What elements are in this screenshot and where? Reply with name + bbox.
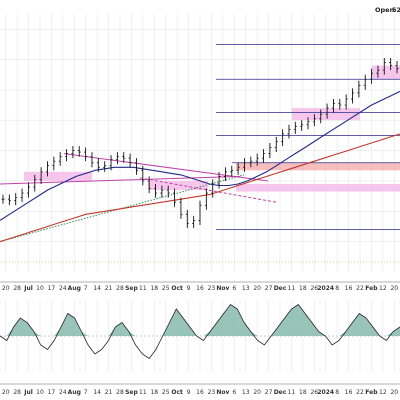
- open-label: Open: [375, 6, 395, 14]
- x-tick-label: 18: [299, 285, 307, 292]
- x-tick-label-osc: 28: [116, 389, 124, 396]
- x-tick-label: 10: [36, 285, 44, 292]
- x-tick-label: 16: [196, 285, 204, 292]
- x-tick-label: 11: [139, 285, 147, 292]
- zones: [24, 65, 400, 192]
- x-tick-label-osc: 22: [356, 389, 364, 396]
- x-tick-label-osc: 17: [48, 389, 56, 396]
- x-tick-label: 7: [84, 285, 88, 292]
- x-tick-label-osc: 23: [208, 389, 216, 396]
- x-tick-label: 13: [242, 285, 250, 292]
- x-tick-label: 20: [253, 285, 261, 292]
- x-tick-label-osc: 20: [2, 389, 10, 396]
- x-tick-label-osc: 26: [310, 389, 318, 396]
- x-tick-label-osc: Nov: [216, 389, 229, 396]
- x-tick-label-osc: 21: [105, 389, 113, 396]
- x-tick-label: Dec: [274, 285, 287, 292]
- x-tick-label-osc: 18: [150, 389, 158, 396]
- x-tick-label-osc: Aug: [68, 389, 81, 396]
- x-tick-label: 11: [288, 285, 296, 292]
- x-tick-label: 21: [105, 285, 113, 292]
- grid: [0, 14, 400, 385]
- zone-rect: [24, 171, 92, 181]
- x-tick-label-osc: Dec: [274, 389, 287, 396]
- horizontal-levels: [216, 43, 400, 230]
- x-tick-label: 28: [13, 285, 21, 292]
- x-tick-label: 27: [265, 285, 273, 292]
- x-tick-label: 24: [59, 285, 67, 292]
- x-tick-label-osc: 8: [335, 389, 339, 396]
- ma-short-line: [0, 90, 400, 221]
- x-tick-label: Jul: [23, 285, 33, 292]
- x-tick-label-osc: 9: [187, 389, 191, 396]
- x-tick-label: 17: [48, 285, 56, 292]
- x-tick-label-osc: 11: [288, 389, 296, 396]
- x-tick-label-osc: 28: [13, 389, 21, 396]
- x-tick-label: 18: [150, 285, 158, 292]
- x-tick-label-osc: 24: [59, 389, 67, 396]
- x-tick-label-osc: Jul: [23, 389, 33, 396]
- x-tick-label: 22: [356, 285, 364, 292]
- x-tick-label: 28: [116, 285, 124, 292]
- x-tick-label-osc: 16: [345, 389, 353, 396]
- x-tick-label-osc: 25: [162, 389, 170, 396]
- x-tick-label-osc: Sep: [125, 389, 138, 396]
- zone-rect: [372, 65, 400, 80]
- x-tick-label: 26: [310, 285, 318, 292]
- x-tick-label-osc: 27: [265, 389, 273, 396]
- x-tick-label-osc: Feb: [365, 389, 378, 396]
- x-tick-label: Oct: [171, 285, 183, 292]
- x-tick-label: 2024: [317, 285, 334, 292]
- x-tick-label: Sep: [125, 285, 138, 292]
- x-tick-label-osc: 6: [232, 389, 236, 396]
- x-axis-ticks: 20202828JulJul101017172424AugAug77141421…: [2, 285, 398, 396]
- header: Open 52: [375, 6, 400, 14]
- x-tick-label: Aug: [68, 285, 81, 292]
- x-tick-label: Nov: [216, 285, 229, 292]
- open-value: 52: [392, 6, 400, 14]
- x-tick-label: Feb: [365, 285, 378, 292]
- x-tick-label-osc: 18: [299, 389, 307, 396]
- ma-long-line: [0, 133, 400, 243]
- trendline: [0, 175, 241, 185]
- x-tick-label: 14: [93, 285, 101, 292]
- moving-averages: [0, 90, 400, 243]
- zone-rect: [236, 162, 400, 171]
- zone-rect: [148, 180, 208, 191]
- x-tick-label: 8: [335, 285, 339, 292]
- x-tick-label-osc: 12: [379, 389, 387, 396]
- trendline: [139, 177, 277, 203]
- x-tick-label-osc: 14: [93, 389, 101, 396]
- x-tick-label-osc: 10: [36, 389, 44, 396]
- x-tick-label-osc: 20: [253, 389, 261, 396]
- x-tick-label: 20: [390, 285, 398, 292]
- oscillator: [0, 303, 400, 360]
- x-tick-label: 12: [379, 285, 387, 292]
- x-tick-label: 9: [187, 285, 191, 292]
- x-tick-label: 25: [162, 285, 170, 292]
- x-tick-label-osc: 11: [139, 389, 147, 396]
- x-tick-label-osc: 16: [196, 389, 204, 396]
- x-tick-label: 23: [208, 285, 216, 292]
- x-tick-label-osc: Oct: [171, 389, 183, 396]
- x-tick-label: 6: [232, 285, 236, 292]
- x-tick-label-osc: 20: [390, 389, 398, 396]
- x-tick-label: 20: [2, 285, 10, 292]
- x-tick-label-osc: 13: [242, 389, 250, 396]
- x-tick-label-osc: 2024: [317, 389, 334, 396]
- osc-area: [0, 304, 400, 336]
- price-bars: [1, 58, 399, 228]
- x-tick-label: 16: [345, 285, 353, 292]
- osc-line: [0, 303, 400, 360]
- zone-rect: [236, 183, 400, 192]
- x-tick-label-osc: 7: [84, 389, 88, 396]
